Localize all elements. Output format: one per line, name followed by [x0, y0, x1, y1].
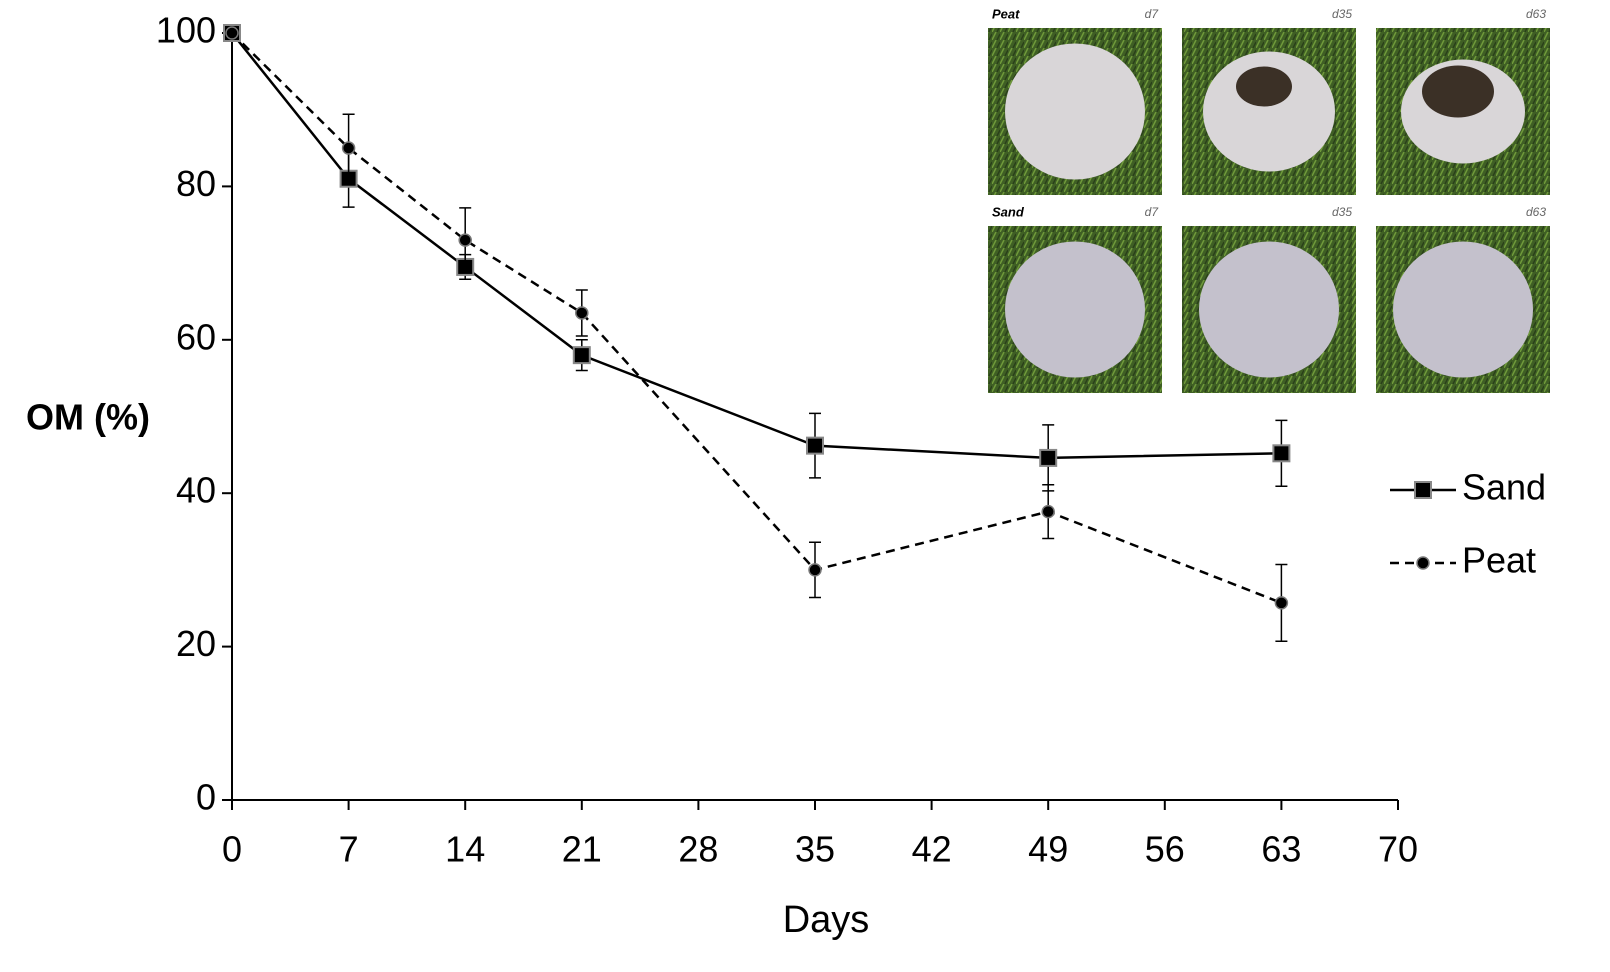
- photo-soil: [1236, 66, 1292, 107]
- marker: [806, 436, 824, 455]
- photo-blob: [1203, 51, 1335, 172]
- y-tick-label: 80: [176, 163, 216, 204]
- x-tick-label: 49: [1028, 829, 1068, 870]
- y-tick-label: 20: [176, 623, 216, 664]
- legend-label: Sand: [1462, 467, 1546, 508]
- photo-day: d63: [1526, 205, 1546, 219]
- x-tick-label: 0: [222, 829, 242, 870]
- x-tick-label: 56: [1145, 829, 1185, 870]
- legend-marker: [1414, 481, 1432, 499]
- x-tick-label: 35: [795, 829, 835, 870]
- x-tick-label: 21: [562, 829, 602, 870]
- photo-day: d35: [1332, 7, 1352, 21]
- y-tick-label: 40: [176, 470, 216, 511]
- x-axis-label: Days: [783, 899, 870, 941]
- y-tick-label: 60: [176, 316, 216, 357]
- marker: [1039, 448, 1058, 467]
- marker: [575, 306, 589, 320]
- photo-row-label: Sand: [992, 204, 1025, 219]
- photo-blob: [1005, 43, 1145, 180]
- photo-day: d35: [1332, 205, 1352, 219]
- photo-day: d7: [1145, 7, 1160, 21]
- marker: [1041, 504, 1055, 519]
- marker: [225, 26, 239, 40]
- x-tick-label: 14: [445, 829, 485, 870]
- x-tick-label: 42: [912, 829, 952, 870]
- legend-label: Peat: [1462, 540, 1536, 581]
- marker: [341, 141, 356, 155]
- marker: [458, 233, 472, 247]
- x-tick-label: 28: [678, 829, 718, 870]
- legend-marker: [1416, 556, 1430, 570]
- photo-row-label: Peat: [992, 6, 1020, 21]
- photo-soil: [1422, 65, 1494, 118]
- y-tick-label: 0: [196, 777, 216, 818]
- marker: [808, 563, 822, 577]
- photo-day: d7: [1145, 205, 1160, 219]
- x-tick-label: 70: [1378, 829, 1418, 870]
- photo-blob: [1199, 241, 1339, 378]
- marker: [1272, 444, 1291, 463]
- photo-blob: [1005, 241, 1145, 378]
- x-tick-label: 7: [339, 829, 359, 870]
- y-tick-label: 100: [156, 10, 216, 51]
- photo-blob: [1393, 241, 1533, 378]
- marker: [572, 346, 591, 365]
- photo-day: d63: [1526, 7, 1546, 21]
- x-tick-label: 63: [1261, 829, 1301, 870]
- y-axis-label: OM (%): [26, 397, 150, 438]
- marker: [1274, 596, 1289, 610]
